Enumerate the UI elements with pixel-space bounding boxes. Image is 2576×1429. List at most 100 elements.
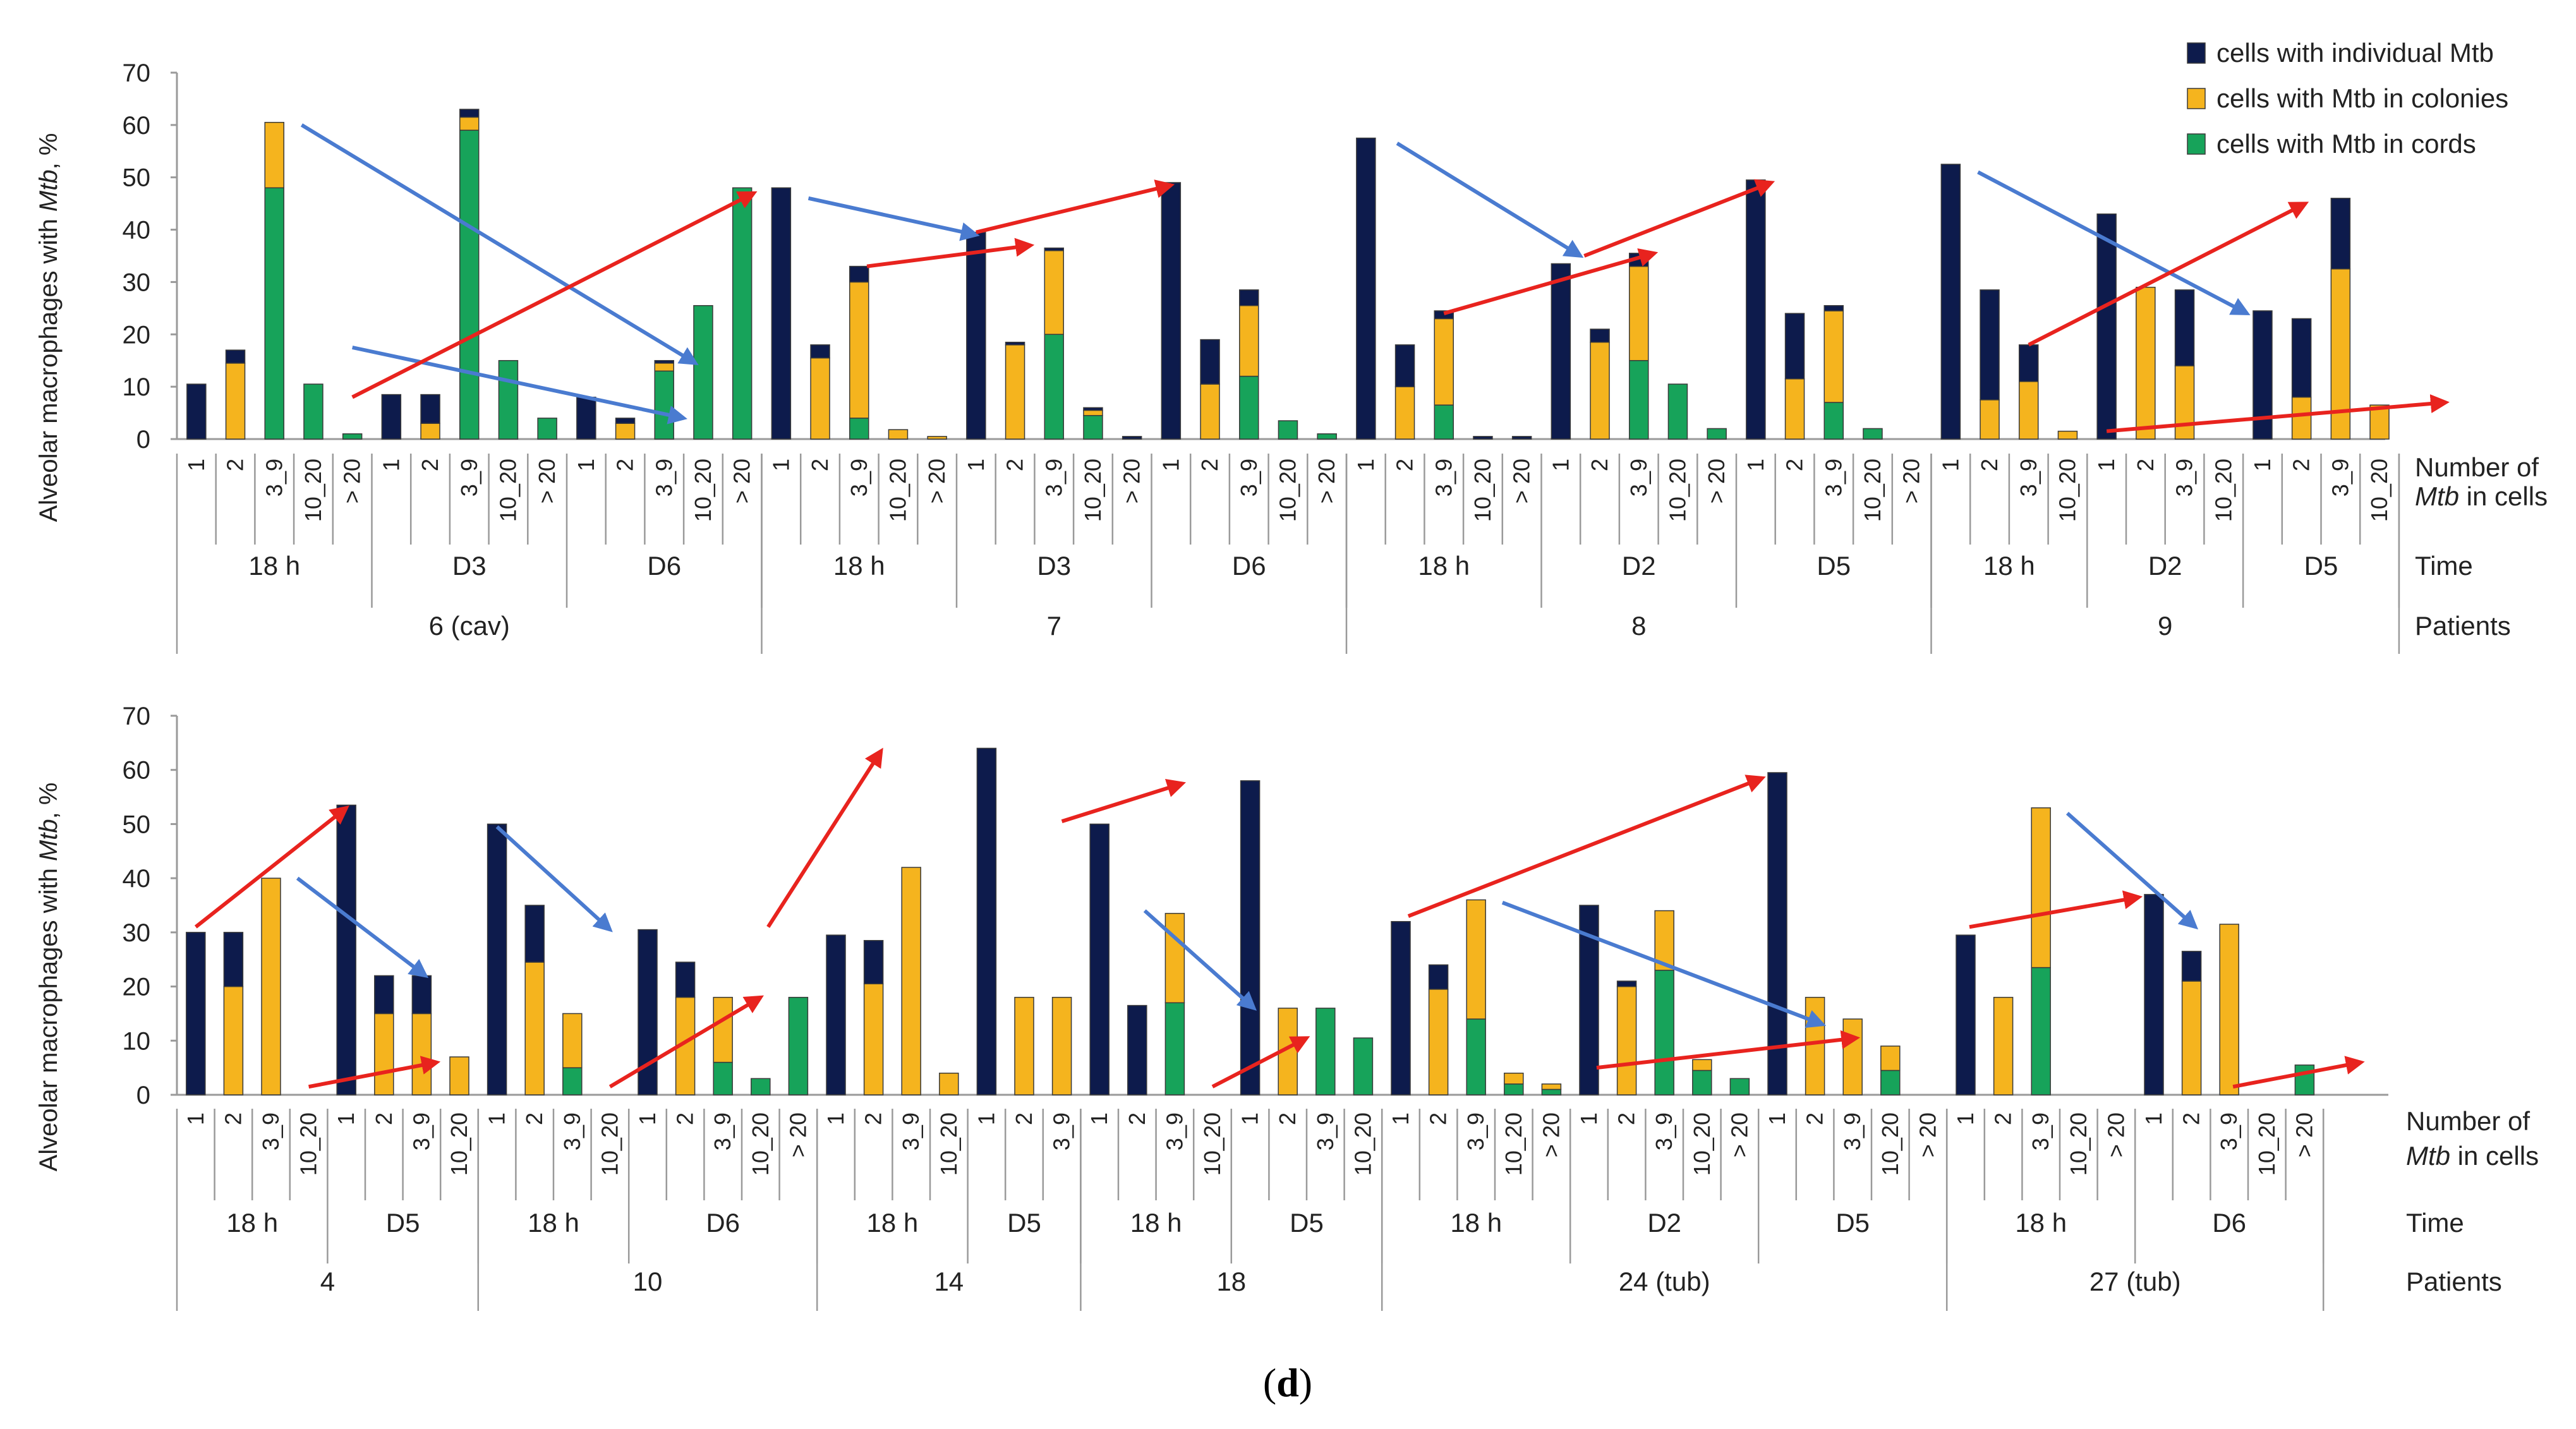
category-tick-label: 2 (1002, 459, 1028, 471)
category-tick-label: 2 (521, 1112, 547, 1125)
bar-segment-ind (487, 823, 507, 1095)
bar-segment-ind (849, 265, 869, 283)
legend-label-ind: cells with individual Mtb (2216, 38, 2494, 68)
time-label: 18 h (867, 1208, 919, 1238)
y-axis-title: Alveolar macrophages with Mtb, % (35, 783, 63, 1172)
category-tick-label: 3_9 (1041, 459, 1067, 497)
y-tick-label: 10 (123, 373, 151, 401)
category-tick-label: 2 (1124, 1112, 1150, 1125)
category-tick-label: 2 (1197, 459, 1223, 471)
category-tick-label: 10_20 (2210, 459, 2236, 522)
bar-segment-col (1629, 265, 1649, 361)
bar-segment-col (849, 281, 869, 419)
time-label: D5 (1007, 1208, 1041, 1238)
bar-segment-cord (1044, 334, 1064, 440)
category-tick-label: 3_9 (456, 459, 482, 497)
category-tick-label: > 20 (2291, 1112, 2317, 1157)
category-tick-label: 10_20 (2254, 1112, 2280, 1176)
category-tick-label: 10_20 (495, 459, 521, 522)
time-label: D5 (386, 1208, 420, 1238)
category-tick-label: 1 (1743, 459, 1769, 471)
y-tick-label: 50 (123, 811, 151, 838)
bar-segment-col (1993, 996, 2014, 1095)
bar-segment-cord (1466, 1018, 1486, 1095)
y-tick-label: 60 (123, 757, 151, 785)
red-trend-arrow (2106, 394, 2450, 433)
bar-segment-ind (336, 804, 356, 1095)
time-label: D6 (706, 1208, 740, 1238)
bar-segment-col (459, 116, 480, 131)
bar-segment-ind (863, 939, 884, 985)
bar-segment-ind (2144, 894, 2164, 1095)
category-tick-label: 3_9 (2216, 1112, 2242, 1150)
caption: (d) (1263, 1360, 1312, 1405)
category-tick-label: 3_9 (1839, 1112, 1865, 1150)
category-tick-label: 3_9 (846, 459, 872, 497)
category-tick-label: 3_9 (261, 459, 287, 497)
patient-label: 24 (tub) (1619, 1267, 1710, 1296)
row-label-mtb-in-cells: Mtb in cells (2415, 481, 2548, 511)
y-tick-label: 0 (136, 426, 150, 454)
bar-segment-ind (1940, 164, 1961, 440)
bar-segment-col (2031, 807, 2051, 968)
bar-segment-ind (1511, 436, 1532, 440)
category-tick-label: 1 (1353, 459, 1379, 471)
bar-segment-col (225, 363, 246, 440)
bar-segment-cord (1654, 970, 1674, 1095)
row-label-mtb-in-cells: Mtb in cells (2406, 1141, 2539, 1171)
patient-label: 8 (1631, 611, 1646, 641)
red-trend-arrow (866, 238, 1035, 268)
bar-segment-cord (1315, 1008, 1336, 1095)
bar-segment-col (1051, 996, 1072, 1095)
blue-trend-arrow (807, 196, 980, 241)
bar-segment-ind (1616, 980, 1637, 987)
row-label-time: Time (2406, 1208, 2464, 1238)
category-tick-label: 2 (1990, 1112, 2016, 1125)
bar-segment-col (615, 423, 636, 440)
bar-segment-ind (1956, 934, 1976, 1095)
bar-segment-cord (1880, 1070, 1901, 1095)
red-trend-arrow (976, 179, 1175, 234)
bar-segment-cord (264, 187, 284, 440)
bar-segment-col (1434, 318, 1454, 406)
bar-segment-col (1466, 899, 1486, 1020)
bar-segment-cord (1278, 420, 1298, 440)
bar-segment-col (2369, 404, 2390, 440)
bar-segment-col (1654, 910, 1674, 971)
bar-segment-col (1880, 1046, 1901, 1071)
bar-segment-ind (1394, 344, 1415, 387)
category-tick-label: 3_9 (1049, 1112, 1075, 1150)
red-trend-arrow (2028, 202, 2309, 347)
bar-segment-ind (223, 932, 244, 987)
category-tick-label: > 20 (1119, 459, 1145, 503)
bar-segment-cord (1504, 1083, 1524, 1095)
bar-segment-col (1504, 1072, 1524, 1085)
bar-segment-ind (1746, 179, 1766, 440)
category-tick-label: 1 (183, 1112, 209, 1125)
time-label: 18 h (1418, 551, 1470, 581)
category-tick-label: 2 (1587, 459, 1612, 471)
blue-trend-arrow (1977, 170, 2251, 315)
category-tick-label: 10_20 (1199, 1112, 1225, 1176)
bar-segment-cord (1863, 428, 1883, 440)
bar-segment-cord (1317, 433, 1337, 440)
bar-segment-cord (2294, 1064, 2315, 1095)
category-tick-label: 1 (1388, 1112, 1413, 1125)
y-tick-label: 20 (123, 321, 151, 349)
time-label: 18 h (1450, 1208, 1502, 1238)
category-tick-label: 10_20 (2065, 1112, 2091, 1176)
category-tick-label: 1 (573, 459, 599, 471)
bar-segment-ind (1239, 289, 1259, 306)
bar-segment-ind (1089, 823, 1110, 1095)
bar-segment-col (524, 962, 545, 1095)
category-tick-label: 2 (2132, 459, 2158, 471)
time-label: 18 h (1130, 1208, 1182, 1238)
category-tick-label: 2 (807, 459, 833, 471)
bar-segment-col (1200, 383, 1220, 440)
bar-segment-cord (1541, 1088, 1562, 1095)
category-tick-label: 1 (1576, 1112, 1602, 1125)
time-label: 18 h (1983, 551, 2035, 581)
bar-segment-cord (1083, 414, 1103, 440)
y-axis-title: Alveolar macrophages with Mtb, % (35, 133, 63, 522)
